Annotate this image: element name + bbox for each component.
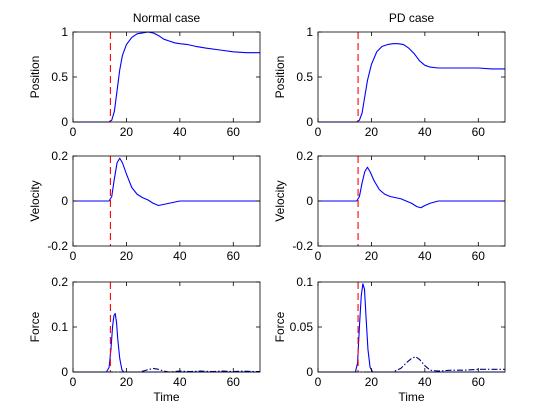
axes-box [72,31,261,123]
x-tick-label: 40 [418,375,432,389]
x-axis-label: Time [398,390,425,404]
x-tick-label: 20 [365,249,379,263]
x-tick-label: 20 [120,249,134,263]
y-axis-label: Force [28,311,42,342]
y-tick-label: 0 [61,115,68,129]
y-tick-label: 0.2 [51,149,68,163]
panel-6: 0 20 40 60 0 0.05 0.1 Force Time [273,275,506,404]
y-tick-label: 1 [61,25,68,39]
x-tick-label: 60 [227,125,241,139]
panel-1: 0 20 40 60 0 0.5 1 Position Normal case [28,11,261,139]
x-tick-label: 40 [173,249,187,263]
x-tick-label: 0 [70,375,77,389]
series-line-1 [318,283,505,373]
y-tick-label: 0 [306,194,313,208]
y-tick-label: 0.5 [51,70,68,84]
x-tick-label: 60 [227,249,241,263]
x-tick-label: 0 [315,125,322,139]
y-tick-label: 0.5 [296,70,313,84]
x-tick-label: 0 [315,375,322,389]
y-axis-label: Force [273,311,287,342]
x-tick-label: 20 [120,375,134,389]
y-tick-label: 0 [306,115,313,129]
panel-5: 0 20 40 60 0 0.1 0.2 Force Time [28,275,261,404]
series-line-1 [73,31,260,123]
axes-box [317,281,506,373]
y-tick-label: 0 [61,194,68,208]
x-tick-label: 60 [227,375,241,389]
x-tick-label: 60 [472,375,486,389]
y-tick-label: 0.2 [296,149,313,163]
y-tick-label: 0 [306,365,313,379]
y-tick-label: 0.1 [296,275,313,289]
x-tick-label: 20 [365,125,379,139]
x-tick-label: 40 [173,375,187,389]
y-tick-label: 0.2 [51,275,68,289]
y-tick-label: -0.2 [47,239,68,253]
axes-box [317,31,506,123]
x-tick-label: 0 [70,249,77,263]
x-tick-label: 20 [365,375,379,389]
x-tick-label: 40 [173,125,187,139]
series-line-2 [318,356,505,373]
y-tick-label: -0.2 [292,239,313,253]
x-tick-label: 0 [315,249,322,263]
y-tick-label: 0.1 [51,320,68,334]
x-tick-label: 60 [472,249,486,263]
series-line-1 [73,312,260,373]
y-tick-label: 1 [306,25,313,39]
series-line-1 [318,43,505,123]
panel-2: 0 20 40 60 0 0.5 1 Position PD case [273,11,506,139]
x-tick-label: 0 [70,125,77,139]
series-line-1 [73,157,260,207]
panel-title: PD case [389,11,435,25]
series-line-1 [318,166,505,209]
y-tick-label: 0 [61,365,68,379]
y-axis-label: Velocity [273,180,287,221]
x-tick-label: 40 [418,125,432,139]
panel-title: Normal case [133,11,201,25]
y-axis-label: Position [28,56,42,99]
y-axis-label: Position [273,56,287,99]
y-tick-label: 0.05 [290,320,314,334]
x-axis-label: Time [153,390,180,404]
axes-box [72,281,261,373]
x-tick-label: 60 [472,125,486,139]
x-tick-label: 40 [418,249,432,263]
x-tick-label: 20 [120,125,134,139]
y-axis-label: Velocity [28,180,42,221]
